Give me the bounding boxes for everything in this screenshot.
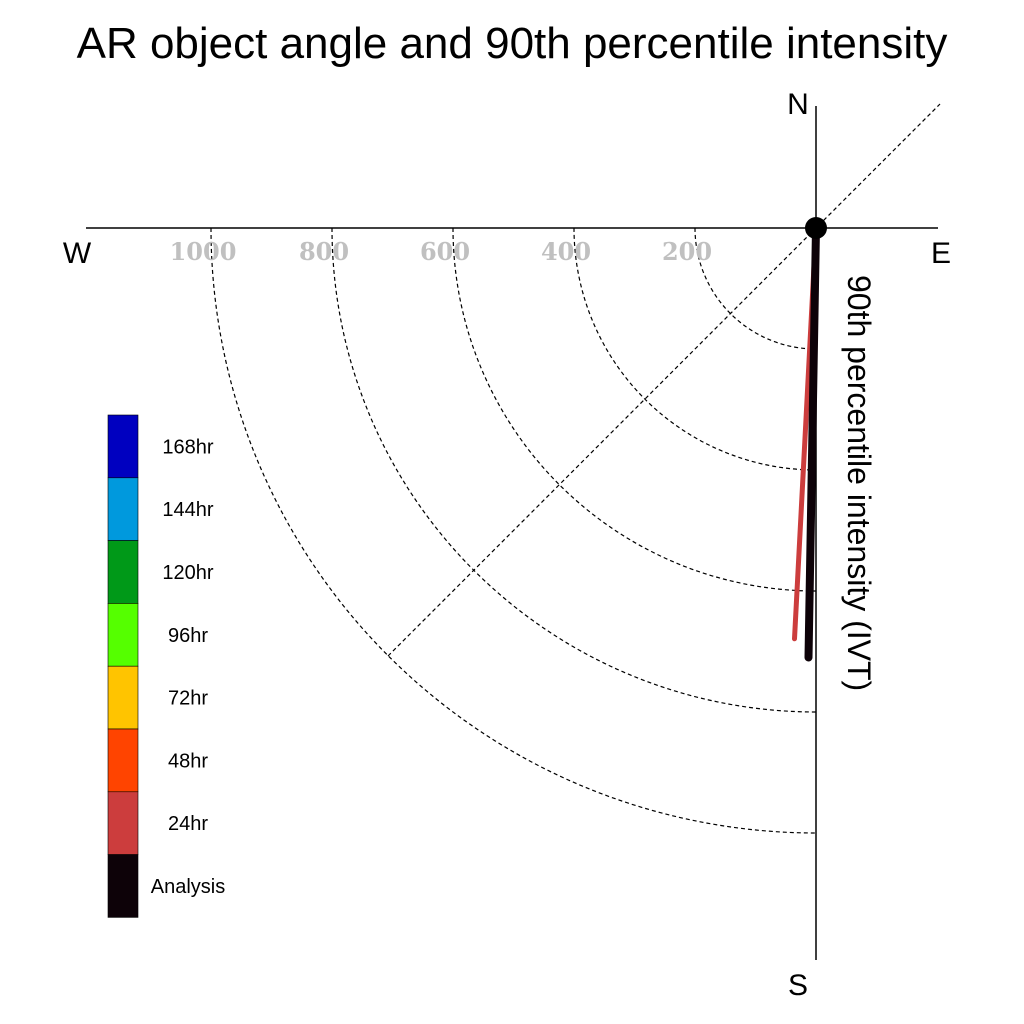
chart-title: AR object angle and 90th percentile inte… xyxy=(77,19,948,68)
legend-swatch-96hr xyxy=(107,603,139,667)
legend-swatch-analysis xyxy=(107,854,139,918)
legend-label-120hr: 120hr xyxy=(162,562,213,584)
radial-tick-200: 200 xyxy=(662,237,712,266)
legend-label-analysis: Analysis xyxy=(151,876,225,898)
south-label: S xyxy=(788,969,808,1002)
legend-label-24hr: 24hr xyxy=(168,813,208,835)
west-label: W xyxy=(63,237,92,270)
legend: 168hr 144hr 120hr 96hr 72hr 48hr 24hr Analysis xyxy=(107,414,225,918)
radial-tick-400: 400 xyxy=(541,237,591,266)
east-label: E xyxy=(931,237,951,270)
radial-tick-800: 800 xyxy=(299,237,349,266)
origin-marker xyxy=(805,217,827,239)
radial-tick-labels: 200 400 600 800 1000 xyxy=(170,237,712,266)
radial-tick-1000: 1000 xyxy=(170,237,237,266)
grid-arc-600 xyxy=(452,227,817,592)
legend-swatch-48hr xyxy=(107,728,139,793)
legend-label-144hr: 144hr xyxy=(162,499,213,521)
legend-swatch-120hr xyxy=(107,540,139,604)
legend-swatch-144hr xyxy=(107,477,139,541)
legend-label-96hr: 96hr xyxy=(168,625,208,647)
legend-swatch-168hr xyxy=(107,414,139,479)
north-label: N xyxy=(787,88,809,121)
legend-label-48hr: 48hr xyxy=(168,750,208,772)
grid-arc-400 xyxy=(573,227,817,471)
legend-swatch-24hr xyxy=(107,791,139,855)
legend-label-168hr: 168hr xyxy=(162,436,213,458)
radial-tick-600: 600 xyxy=(420,237,470,266)
legend-label-72hr: 72hr xyxy=(168,688,208,710)
series-lines xyxy=(792,224,820,662)
grid-arc-1000 xyxy=(210,227,817,834)
legend-swatch-72hr xyxy=(107,665,139,730)
polar-grid xyxy=(210,103,941,834)
series-line-analysis xyxy=(804,224,820,662)
y-axis-label: 90th percentile intensity (IVT) xyxy=(841,275,877,691)
